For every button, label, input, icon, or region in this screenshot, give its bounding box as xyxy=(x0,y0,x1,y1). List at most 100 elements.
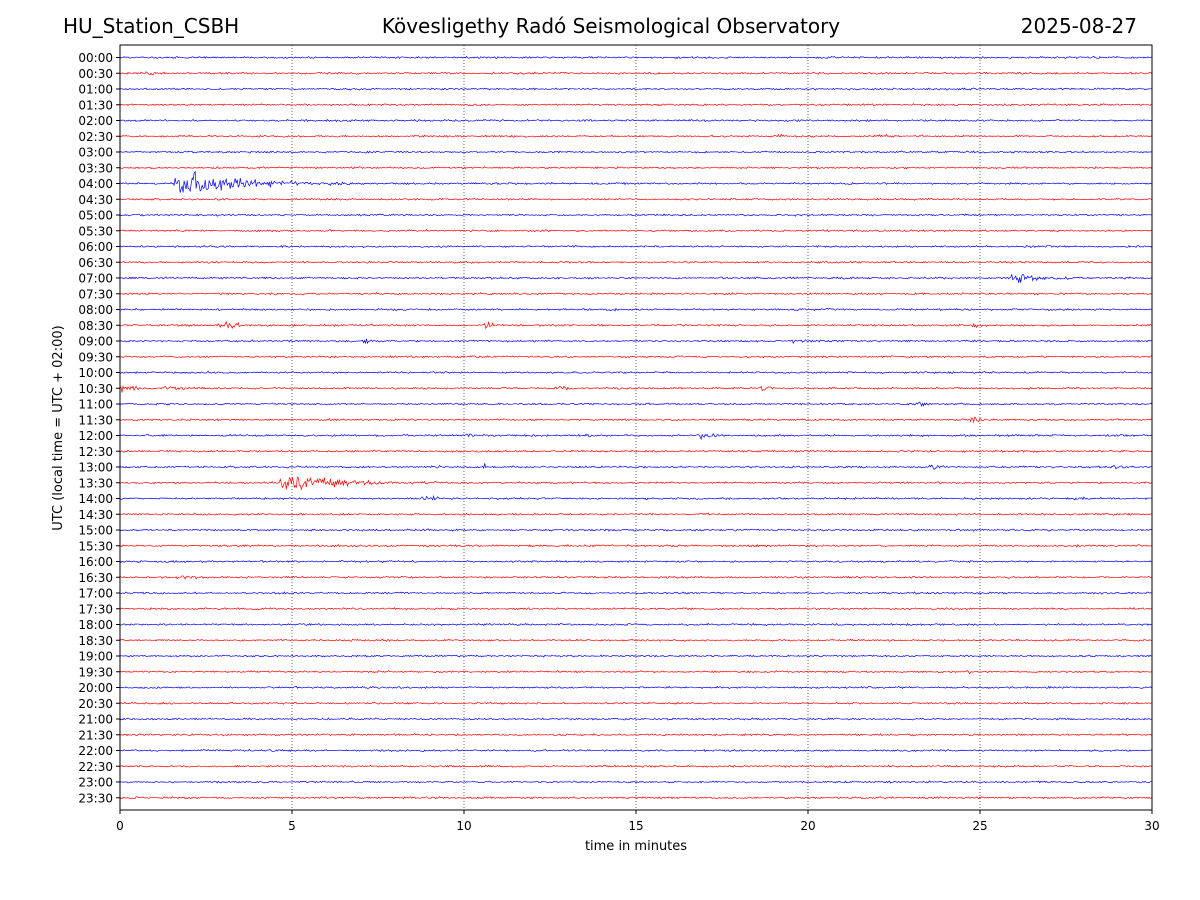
y-tick-label: 22:00 xyxy=(78,744,113,758)
y-tick-label: 08:30 xyxy=(78,319,113,333)
y-axis-label: UTC (local time = UTC + 02:00) xyxy=(51,325,66,530)
y-tick-label: 16:00 xyxy=(78,555,113,569)
y-tick-label: 00:30 xyxy=(78,67,113,81)
x-axis-label: time in minutes xyxy=(585,839,687,854)
y-tick-label: 19:30 xyxy=(78,665,113,679)
trace-0600 xyxy=(119,244,1153,249)
grid-layer xyxy=(291,45,981,810)
x-tick-layer: 0 5 10 15 20 25 30 xyxy=(116,810,1160,833)
trace-0230 xyxy=(119,133,1153,138)
y-tick-label: 10:30 xyxy=(78,382,113,396)
observatory-title: Kövesligethy Radó Seismological Observat… xyxy=(381,14,841,38)
trace-2100 xyxy=(119,717,1153,721)
x-tick-label: 25 xyxy=(972,819,987,833)
trace-2030 xyxy=(119,701,1153,705)
trace-1130 xyxy=(119,416,1153,424)
trace-2230 xyxy=(119,764,1153,768)
y-tick-label: 12:30 xyxy=(78,445,113,459)
y-tick-label: 23:30 xyxy=(78,791,113,805)
trace-1530 xyxy=(119,543,1153,548)
trace-0400 xyxy=(119,170,1153,193)
y-tick-label: 04:30 xyxy=(78,193,113,207)
y-tick-label: 15:00 xyxy=(78,524,113,538)
trace-1200 xyxy=(119,432,1153,441)
trace-0200 xyxy=(119,118,1153,123)
y-tick-label: 11:00 xyxy=(78,398,113,412)
y-tick-label: 06:00 xyxy=(78,240,113,254)
y-tick-label: 05:00 xyxy=(78,209,113,223)
trace-0700 xyxy=(119,273,1153,283)
y-tick-label: 14:30 xyxy=(78,508,113,522)
trace-1000 xyxy=(119,370,1153,375)
y-tick-label: 10:00 xyxy=(78,366,113,380)
trace-0130 xyxy=(119,103,1153,107)
y-tick-label: 19:00 xyxy=(78,650,113,664)
trace-1600 xyxy=(119,559,1153,564)
trace-1830 xyxy=(119,638,1153,642)
x-tick-label: 30 xyxy=(1144,819,1159,833)
y-tick-label: 15:30 xyxy=(78,539,113,553)
trace-2000 xyxy=(119,685,1153,690)
trace-1330 xyxy=(119,476,1153,491)
trace-1400 xyxy=(119,495,1153,501)
x-tick-label: 5 xyxy=(288,819,296,833)
trace-1730 xyxy=(119,606,1153,611)
axes-layer: time in minutes UTC (local time = UTC + … xyxy=(51,44,1153,854)
trace-0500 xyxy=(119,213,1153,217)
trace-0100 xyxy=(119,87,1153,91)
trace-0330 xyxy=(119,165,1153,170)
y-tick-label: 18:00 xyxy=(78,618,113,632)
trace-1430 xyxy=(119,512,1153,516)
trace-1800 xyxy=(119,622,1153,627)
trace-1030 xyxy=(119,385,1153,393)
y-tick-label: 01:00 xyxy=(78,83,113,97)
y-tick-label: 17:00 xyxy=(78,587,113,601)
y-tick-label: 07:00 xyxy=(78,272,113,286)
y-tick-label: 11:30 xyxy=(78,413,113,427)
trace-1500 xyxy=(119,528,1153,532)
y-tick-label: 13:30 xyxy=(78,476,113,490)
trace-1700 xyxy=(119,591,1153,595)
x-tick-label: 0 xyxy=(116,819,124,833)
y-tick-label: 12:00 xyxy=(78,429,113,443)
y-tick-label: 17:30 xyxy=(78,602,113,616)
y-tick-label: 09:30 xyxy=(78,350,113,364)
trace-1230 xyxy=(119,449,1153,453)
y-tick-label: 07:30 xyxy=(78,287,113,301)
station-name: HU_Station_CSBH xyxy=(63,14,240,38)
trace-1900 xyxy=(119,654,1153,658)
chart-date: 2025-08-27 xyxy=(1020,14,1137,38)
trace-0830 xyxy=(119,320,1153,330)
y-tick-label: 03:30 xyxy=(78,161,113,175)
y-tick-label: 02:00 xyxy=(78,114,113,128)
y-tick-label: 20:00 xyxy=(78,681,113,695)
y-tick-label: 08:00 xyxy=(78,303,113,317)
y-tick-label: 21:30 xyxy=(78,728,113,742)
y-tick-label: 05:30 xyxy=(78,224,113,238)
y-tick-label: 04:00 xyxy=(78,177,113,191)
trace-0530 xyxy=(119,228,1153,233)
y-tick-label: 06:30 xyxy=(78,256,113,270)
y-tick-label: 02:30 xyxy=(78,130,113,144)
trace-0000 xyxy=(119,55,1153,60)
trace-0800 xyxy=(119,307,1153,312)
trace-2200 xyxy=(119,748,1153,753)
trace-0030 xyxy=(119,71,1153,76)
trace-2330 xyxy=(119,796,1153,800)
trace-0930 xyxy=(119,355,1153,359)
trace-0430 xyxy=(119,197,1153,201)
y-tick-label: 20:30 xyxy=(78,697,113,711)
y-tick-label: 00:00 xyxy=(78,51,113,65)
trace-1930 xyxy=(119,669,1153,675)
y-tick-label: 03:00 xyxy=(78,146,113,160)
y-tick-label: 22:30 xyxy=(78,760,113,774)
trace-0630 xyxy=(119,260,1153,264)
x-tick-label: 15 xyxy=(628,819,643,833)
y-tick-label: 13:00 xyxy=(78,461,113,475)
trace-2130 xyxy=(119,732,1153,737)
trace-1630 xyxy=(119,575,1153,580)
y-tick-label: 14:00 xyxy=(78,492,113,506)
y-tick-label: 16:30 xyxy=(78,571,113,585)
